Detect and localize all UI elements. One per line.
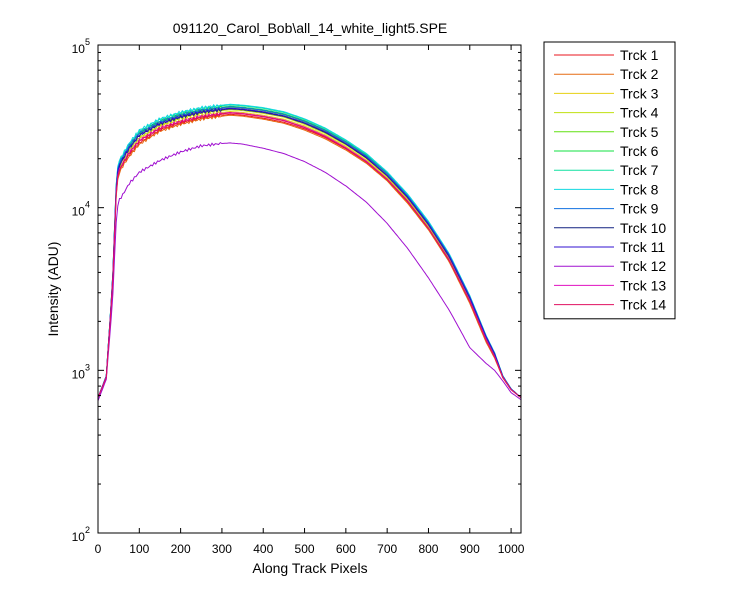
series-line-9: [97, 106, 522, 398]
legend-label: Trck 12: [620, 258, 666, 274]
y-tick-label: 103: [72, 362, 90, 381]
legend-label: Trck 8: [620, 181, 659, 197]
x-tick-label: 800: [418, 542, 438, 556]
x-tick-label: 1000: [498, 542, 525, 556]
x-tick-label: 300: [212, 542, 232, 556]
legend-label: Trck 13: [620, 277, 666, 293]
y-axis-label: Intensity (ADU): [45, 242, 61, 337]
x-tick-label: 500: [295, 542, 315, 556]
y-tick-label: 102: [72, 525, 90, 544]
series-line-8: [97, 103, 522, 398]
series-line-12: [97, 141, 522, 401]
legend-label: Trck 10: [620, 220, 666, 236]
series-line-2: [97, 114, 522, 398]
series-line-11: [97, 107, 522, 398]
x-tick-label: 0: [95, 542, 102, 556]
x-tick-label: 600: [336, 542, 356, 556]
legend-label: Trck 9: [620, 201, 659, 217]
chart-title: 091120_Carol_Bob\all_14_white_light5.SPE: [173, 20, 448, 36]
legend-label: Trck 7: [620, 162, 659, 178]
legend-box: [543, 41, 676, 320]
x-tick-label: 100: [129, 542, 149, 556]
legend-label: Trck 14: [620, 297, 666, 313]
y-tick-label: 105: [72, 37, 90, 56]
legend-label: Trck 3: [620, 85, 659, 101]
x-tick-label: 400: [253, 542, 273, 556]
x-axis-label: Along Track Pixels: [252, 560, 367, 576]
series-layer: [97, 103, 522, 401]
legend-label: Trck 2: [620, 66, 659, 82]
legend: Trck 1 Trck 2 Trck 3 Trck 4 Trck 5 Trck 6 Trck…: [543, 41, 676, 320]
legend-label: Trck 5: [620, 124, 659, 140]
x-tick-label: 900: [460, 542, 480, 556]
legend-label: Trck 11: [620, 239, 665, 255]
y-tick-label: 104: [72, 200, 90, 219]
tick-layer: 0 100 200 300 400 500 600 700 800 900 1000 102 103 10…: [72, 37, 525, 556]
legend-label: Trck 1: [620, 47, 659, 63]
series-line-14: [97, 112, 522, 398]
x-tick-label: 700: [377, 542, 397, 556]
legend-label: Trck 4: [620, 105, 659, 121]
x-tick-label: 200: [171, 542, 191, 556]
plot-frame: [97, 44, 522, 534]
legend-label: Trck 6: [620, 143, 659, 159]
